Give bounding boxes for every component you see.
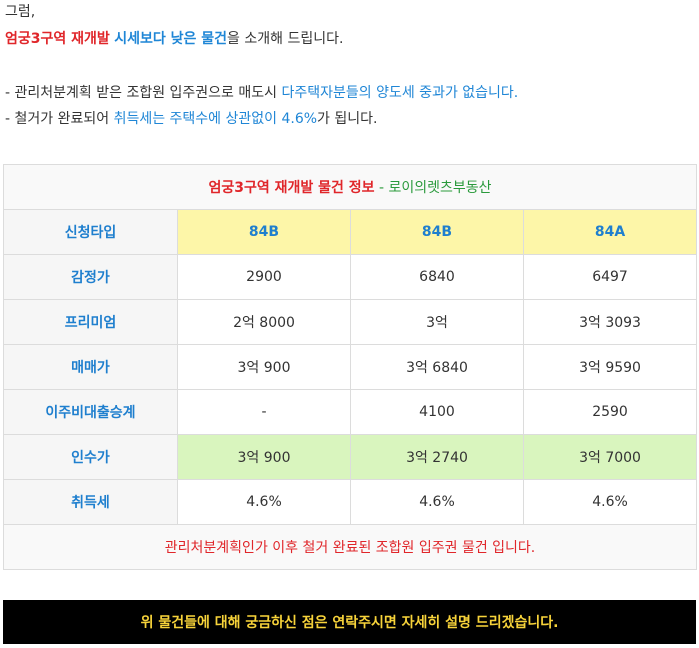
table-row-sale-price: 매매가 3억 900 3억 6840 3억 9590 (3, 344, 698, 390)
bullet-acquisition-tax: - 철거가 완료되어 취득세는 주택수에 상관없이 4.6%가 됩니다. (5, 109, 377, 129)
table-cell: 2590 (522, 389, 698, 435)
row-label: 신청타입 (3, 209, 178, 255)
table-cell: 84B (177, 209, 351, 255)
intro-price-highlight: 시세보다 낮은 물건 (114, 31, 228, 47)
greeting-text: 그럼, (5, 4, 36, 20)
table-cell: 3억 900 (177, 344, 351, 390)
table-cell: 3억 (350, 299, 524, 345)
table-cell: - (177, 389, 351, 435)
table-title-row: 엄궁3구역 재개발 물건 정보 - 로이의렛츠부동산 (2, 164, 698, 210)
table-cell: 84A (522, 209, 698, 255)
contact-banner: 위 물건들에 대해 궁금하신 점은 연락주시면 자세히 설명 드리겠습니다. (3, 600, 696, 644)
table-cell: 3억 6840 (350, 344, 524, 390)
table-title-source: 로이의렛츠부동산 (388, 180, 492, 196)
table-row-appraisal: 감정가 2900 6840 6497 (3, 254, 698, 300)
table-footer-note: 관리처분계획인가 이후 철거 완료된 조합원 입주권 물건 입니다. (2, 524, 698, 570)
table-title-main: 엄궁3구역 재개발 물건 정보 (208, 180, 375, 196)
intro-line: 엄궁3구역 재개발 시세보다 낮은 물건을 소개해 드립니다. (5, 29, 343, 49)
table-cell: 3억 3093 (522, 299, 698, 345)
table-footer-row: 관리처분계획인가 이후 철거 완료된 조합원 입주권 물건 입니다. (2, 524, 698, 570)
row-label: 이주비대출승계 (3, 389, 178, 435)
table-cell: 3억 2740 (350, 434, 524, 480)
bullet-tax-exemption: - 관리처분계획 받은 조합원 입주권으로 매도시 다주택자분들의 양도세 중과… (5, 83, 518, 103)
table-title: 엄궁3구역 재개발 물건 정보 - 로이의렛츠부동산 (2, 164, 698, 210)
table-row-premium: 프리미엄 2억 8000 3억 3억 3093 (3, 299, 698, 345)
table-row-type: 신청타입 84B 84B 84A (3, 209, 698, 255)
bullet-tax-text: - 관리처분계획 받은 조합원 입주권으로 매도시 (5, 85, 282, 101)
table-cell: 6840 (350, 254, 524, 300)
row-label: 인수가 (3, 434, 178, 480)
table-cell: 3억 7000 (522, 434, 698, 480)
table-row-relocation-loan: 이주비대출승계 - 4100 2590 (3, 389, 698, 435)
table-row-acquisition-tax: 취득세 4.6% 4.6% 4.6% (3, 479, 698, 525)
table-cell: 3억 900 (177, 434, 351, 480)
table-cell: 4.6% (177, 479, 351, 525)
table-cell: 6497 (522, 254, 698, 300)
row-label: 취득세 (3, 479, 178, 525)
row-label: 감정가 (3, 254, 178, 300)
intro-area-highlight: 엄궁3구역 재개발 (5, 31, 110, 47)
bullet-acq-highlight: 취득세는 주택수에 상관없이 4.6% (113, 111, 318, 127)
row-label: 프리미엄 (3, 299, 178, 345)
intro-line-tail: 을 소개해 드립니다. (227, 31, 344, 47)
contact-banner-text: 위 물건들에 대해 궁금하신 점은 연락주시면 자세히 설명 드리겠습니다. (140, 615, 559, 631)
bullet-acq-tail: 가 됩니다. (317, 111, 378, 127)
row-label: 매매가 (3, 344, 178, 390)
table-title-sep: - (374, 180, 389, 196)
table-cell: 3억 9590 (522, 344, 698, 390)
bullet-acq-text: - 철거가 완료되어 (5, 111, 114, 127)
table-cell: 2900 (177, 254, 351, 300)
table-cell: 84B (350, 209, 524, 255)
table-cell: 4.6% (522, 479, 698, 525)
table-row-acquisition-price: 인수가 3억 900 3억 2740 3억 7000 (3, 434, 698, 480)
table-cell: 4100 (350, 389, 524, 435)
property-info-table: 엄궁3구역 재개발 물건 정보 - 로이의렛츠부동산 신청타입 84B 84B … (2, 164, 698, 570)
bullet-tax-highlight: 다주택자분들의 양도세 중과가 없습니다. (281, 85, 519, 101)
table-cell: 4.6% (350, 479, 524, 525)
table-cell: 2억 8000 (177, 299, 351, 345)
